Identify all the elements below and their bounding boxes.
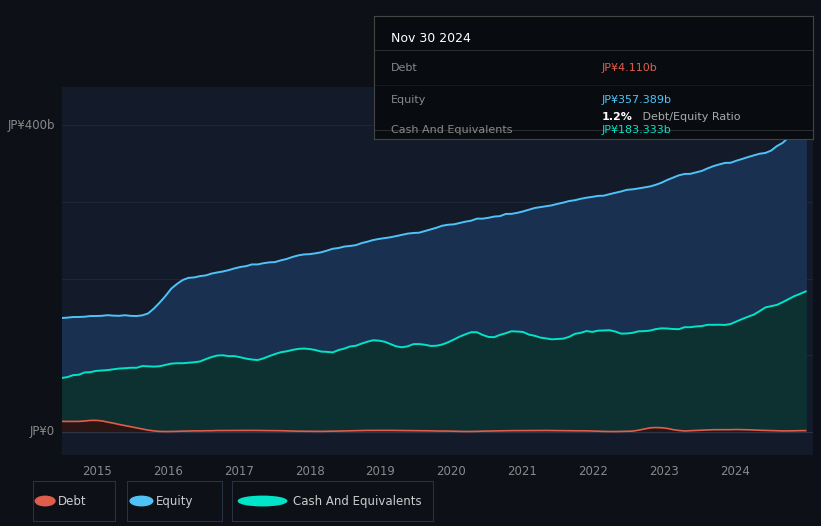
Text: JP¥4.110b: JP¥4.110b [602, 63, 658, 73]
Text: Cash And Equivalents: Cash And Equivalents [391, 125, 512, 135]
Text: Debt: Debt [391, 63, 418, 73]
Text: Debt: Debt [57, 494, 86, 508]
Text: JP¥400b: JP¥400b [7, 119, 55, 132]
Text: JP¥0: JP¥0 [30, 426, 55, 439]
Circle shape [130, 497, 153, 506]
Text: 1.2%: 1.2% [602, 112, 633, 122]
Text: JP¥357.389b: JP¥357.389b [602, 95, 672, 105]
Text: JP¥183.333b: JP¥183.333b [602, 125, 672, 135]
Text: Cash And Equivalents: Cash And Equivalents [292, 494, 421, 508]
Text: Equity: Equity [156, 494, 193, 508]
Text: Equity: Equity [391, 95, 426, 105]
Circle shape [238, 497, 287, 506]
Text: Nov 30 2024: Nov 30 2024 [391, 32, 471, 45]
Text: Debt/Equity Ratio: Debt/Equity Ratio [640, 112, 741, 122]
Circle shape [35, 497, 55, 506]
